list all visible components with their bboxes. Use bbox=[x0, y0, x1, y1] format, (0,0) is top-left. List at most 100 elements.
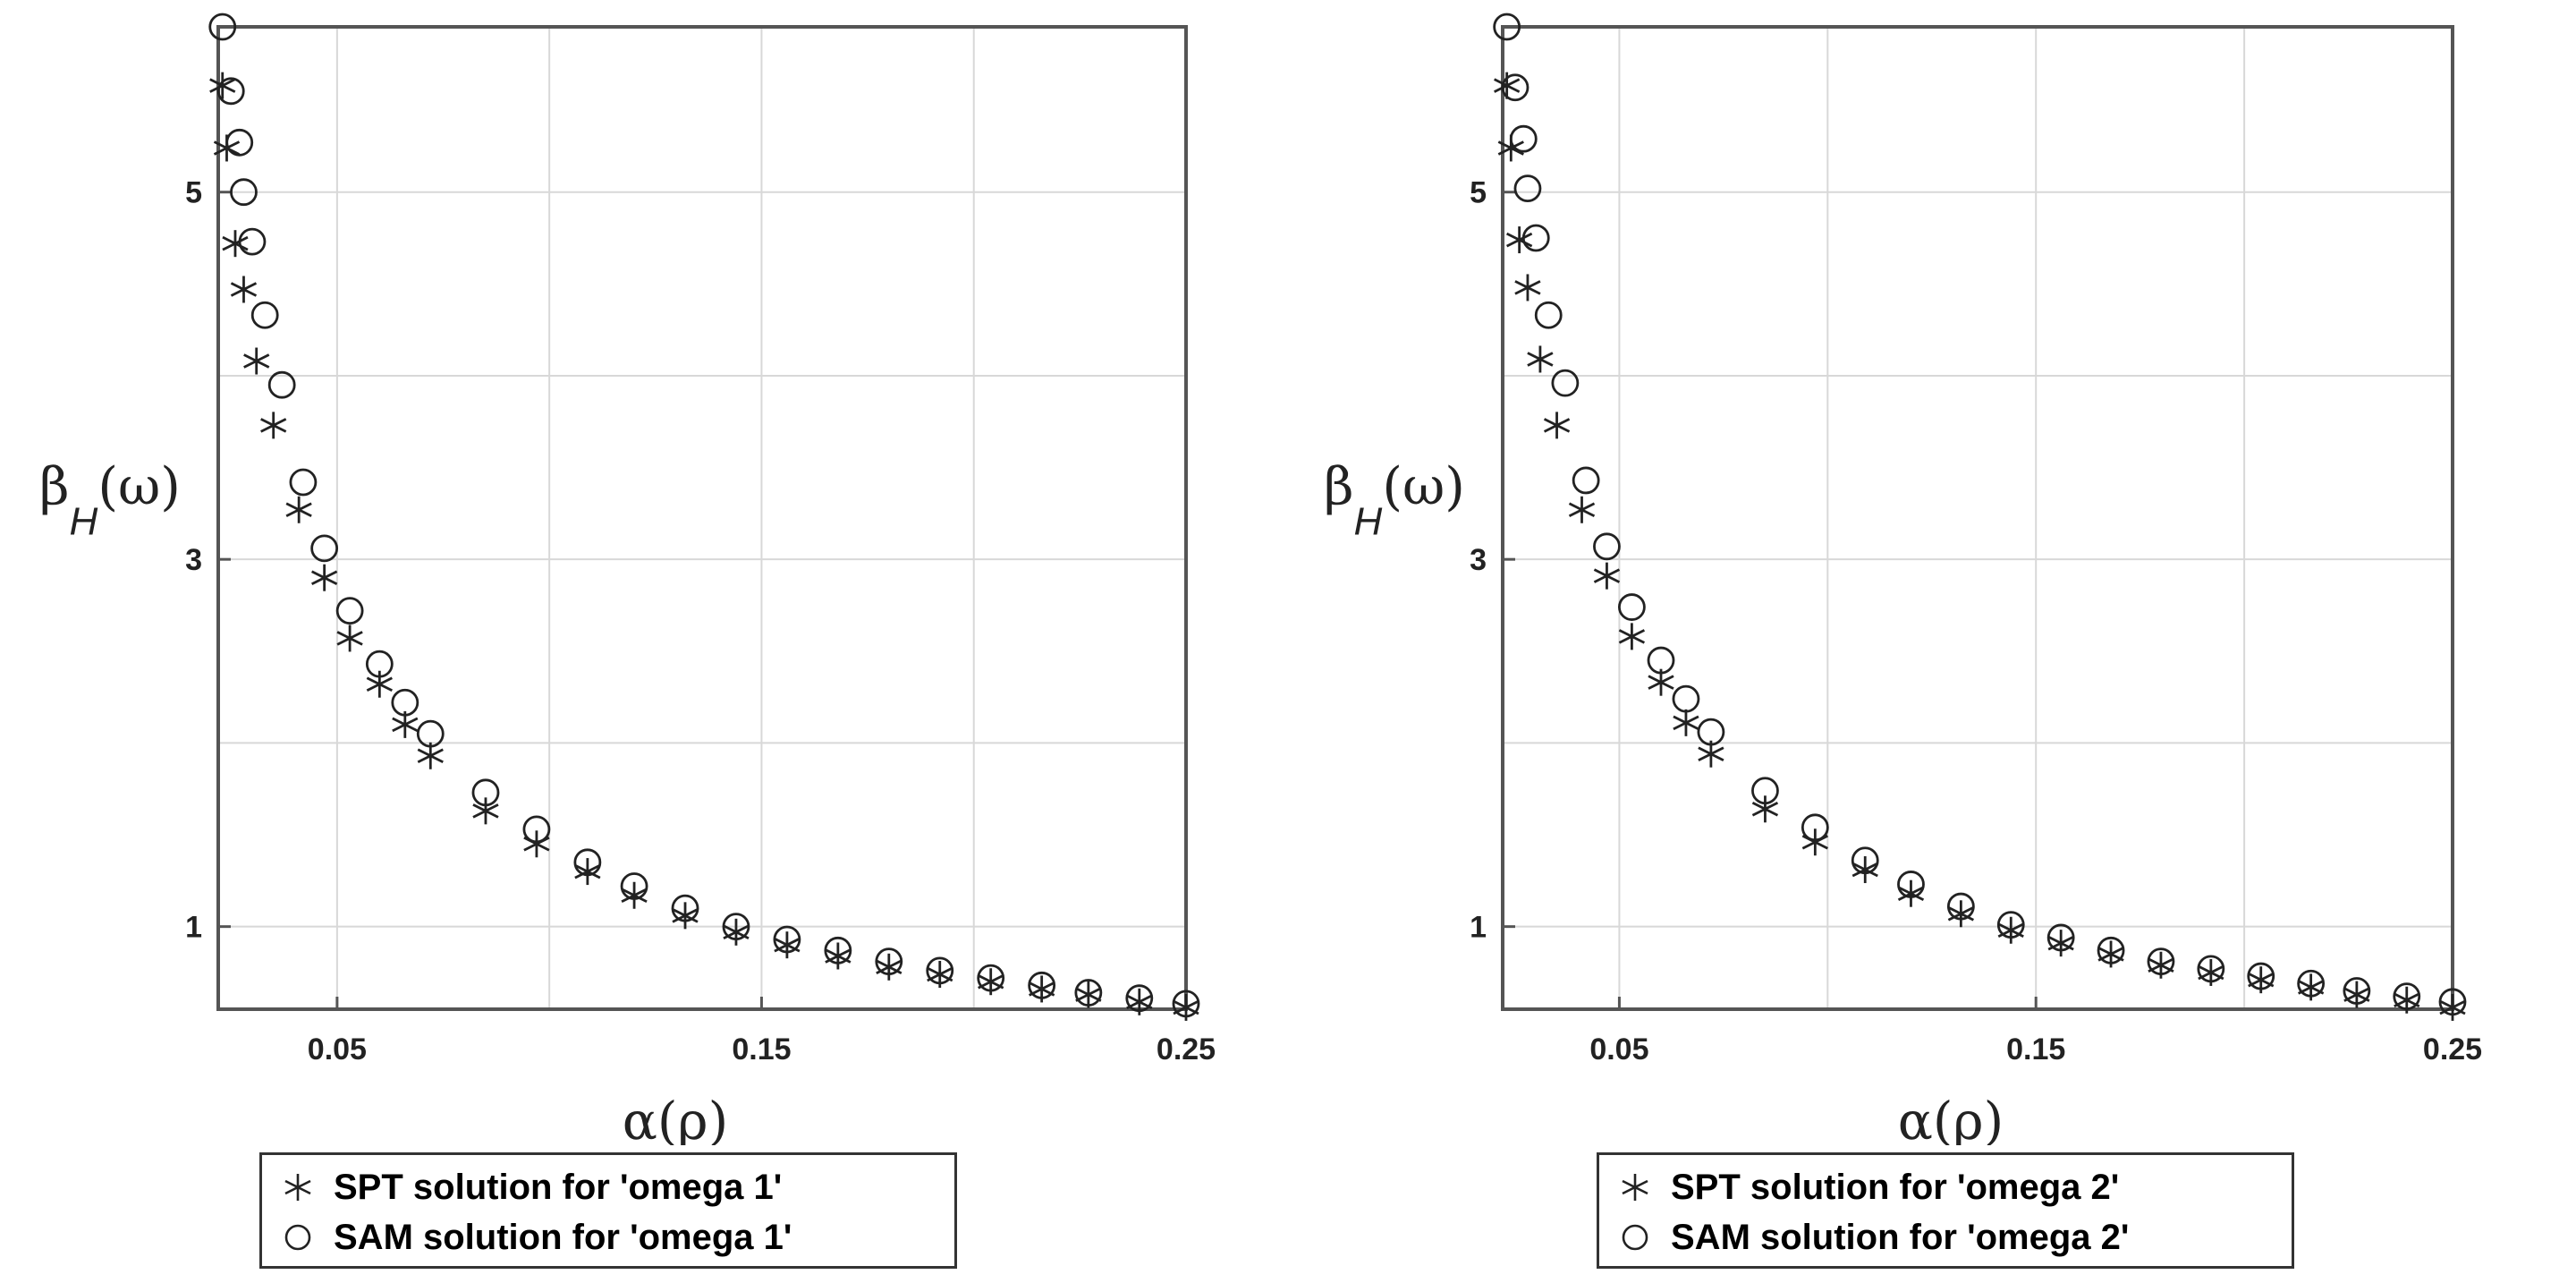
circle-marker bbox=[267, 370, 296, 399]
plot-frame bbox=[1501, 25, 2454, 1011]
star-marker bbox=[1506, 226, 1533, 254]
star-stroke bbox=[285, 502, 312, 518]
star-marker bbox=[523, 830, 550, 858]
legend-label-bold: SPT bbox=[334, 1167, 403, 1207]
chart-omega-2: 0.05 0.15 0.25 1 3 5 α(ρ) βH(ω) bbox=[1324, 13, 2482, 1145]
star-marker bbox=[774, 931, 801, 959]
plot-frame bbox=[216, 25, 1188, 1011]
star-marker bbox=[621, 881, 648, 909]
star-marker-icon bbox=[1599, 1169, 1671, 1205]
star-marker bbox=[222, 230, 249, 258]
legend-omega-1: SPT solution for 'omega 1' SAM solution … bbox=[259, 1152, 957, 1269]
circle-marker bbox=[225, 128, 254, 157]
circle-marker-icon bbox=[262, 1219, 334, 1255]
star-marker-icon bbox=[262, 1169, 334, 1205]
circle-marker bbox=[2197, 955, 2225, 983]
legend-label-bold: SAM bbox=[334, 1217, 413, 1257]
star-stroke bbox=[1897, 886, 1925, 901]
star-marker bbox=[1568, 496, 1596, 523]
x-axis-label: α(ρ) bbox=[1898, 1091, 2004, 1145]
star-marker bbox=[1527, 345, 1554, 373]
star-stroke bbox=[1648, 675, 1674, 690]
star-marker bbox=[1852, 856, 1878, 884]
legend-label-rest: solution for 'omega 1' bbox=[412, 1217, 792, 1257]
chart-panel-omega-1: 0.05 0.15 0.25 1 3 5 α(ρ) βH(ω) SPT solution fo… bbox=[39, 13, 1216, 1269]
circle-marker bbox=[977, 964, 1005, 992]
circle-marker bbox=[1551, 369, 1580, 397]
star-marker bbox=[1947, 900, 1974, 928]
chart-omega-1: 0.05 0.15 0.25 1 3 5 α(ρ) βH(ω) bbox=[39, 13, 1216, 1145]
series-circle bbox=[208, 13, 1200, 1018]
y-axis-label-argument: (ω) bbox=[97, 456, 181, 517]
star-marker bbox=[1494, 72, 1521, 99]
series-circle bbox=[1493, 13, 2467, 1016]
legend-label-bold: SPT bbox=[1671, 1167, 1741, 1207]
y-axis-label-main: β bbox=[39, 456, 70, 517]
star-stroke bbox=[1527, 352, 1554, 367]
legend-label-rest: solution for 'omega 2' bbox=[1750, 1217, 2130, 1257]
circle-marker bbox=[391, 688, 419, 717]
y-tick-label: 5 bbox=[1470, 176, 1487, 210]
circle-marker bbox=[1946, 892, 1975, 921]
star-stroke bbox=[1543, 418, 1571, 433]
y-axis-label-argument: (ω) bbox=[1382, 456, 1465, 517]
star-stroke bbox=[209, 78, 236, 93]
star-marker bbox=[366, 670, 393, 698]
star-marker bbox=[336, 625, 363, 652]
star-stroke bbox=[1673, 715, 1699, 731]
circle-marker bbox=[1534, 301, 1563, 329]
star-stroke bbox=[213, 140, 241, 156]
star-stroke bbox=[260, 418, 287, 433]
legend-omega-2: SPT solution for 'omega 2' SAM solution … bbox=[1597, 1152, 2294, 1269]
circle-marker bbox=[1521, 224, 1550, 252]
circle-marker bbox=[1572, 466, 1600, 495]
legend-item-sam: SAM solution for 'omega 2' bbox=[1599, 1212, 2292, 1262]
circle-marker bbox=[671, 894, 699, 922]
star-marker bbox=[1801, 828, 1828, 856]
star-marker bbox=[1997, 916, 2024, 944]
star-marker bbox=[1075, 981, 1102, 1008]
x-tick-label: 0.25 bbox=[1157, 1032, 1216, 1066]
star-stroke bbox=[1698, 746, 1724, 761]
legend-item-sam: SAM solution for 'omega 1' bbox=[262, 1212, 954, 1262]
y-axis-label: βH(ω) bbox=[1324, 456, 1465, 544]
star-stroke bbox=[1514, 280, 1541, 295]
circle-marker bbox=[1996, 911, 2025, 939]
circle-marker bbox=[573, 848, 602, 877]
star-stroke bbox=[336, 631, 363, 646]
star-stroke bbox=[1568, 502, 1596, 518]
circle-marker bbox=[208, 13, 237, 41]
legend-item-spt: SPT solution for 'omega 2' bbox=[1599, 1162, 2292, 1212]
star-marker bbox=[1593, 562, 1621, 590]
legend-label-bold: SAM bbox=[1671, 1217, 1750, 1257]
chart-panel-omega-2: 0.05 0.15 0.25 1 3 5 α(ρ) βH(ω) SPT solution fo… bbox=[1288, 0, 2576, 1283]
circle-marker bbox=[1509, 124, 1538, 153]
circle-marker bbox=[2393, 982, 2421, 1011]
star-stroke bbox=[621, 888, 648, 904]
grid bbox=[218, 27, 1187, 1009]
circle-marker bbox=[1617, 593, 1646, 621]
star-stroke bbox=[1751, 802, 1779, 817]
x-tick-label: 0.25 bbox=[2423, 1032, 2482, 1066]
star-stroke bbox=[1506, 232, 1533, 248]
x-axis-label: α(ρ) bbox=[623, 1091, 729, 1145]
circle-marker-icon bbox=[1599, 1219, 1671, 1255]
star-stroke bbox=[672, 908, 699, 923]
y-axis-label-main: β bbox=[1324, 456, 1354, 517]
x-tick-label: 0.15 bbox=[732, 1032, 791, 1066]
circle-marker bbox=[289, 468, 318, 497]
legend-label-rest: solution for 'omega 1' bbox=[402, 1167, 783, 1207]
star-marker bbox=[243, 347, 270, 375]
star-marker bbox=[2047, 930, 2074, 957]
star-marker bbox=[825, 942, 852, 970]
circle-marker bbox=[216, 77, 245, 106]
star-marker bbox=[723, 918, 750, 946]
star-stroke bbox=[1593, 568, 1621, 583]
star-stroke bbox=[243, 353, 270, 369]
star-stroke bbox=[1497, 140, 1524, 156]
circle-marker bbox=[824, 936, 852, 964]
star-marker bbox=[2439, 993, 2466, 1021]
star-stroke bbox=[1947, 906, 1974, 922]
star-marker bbox=[1897, 879, 1925, 907]
star-marker bbox=[1543, 412, 1571, 439]
